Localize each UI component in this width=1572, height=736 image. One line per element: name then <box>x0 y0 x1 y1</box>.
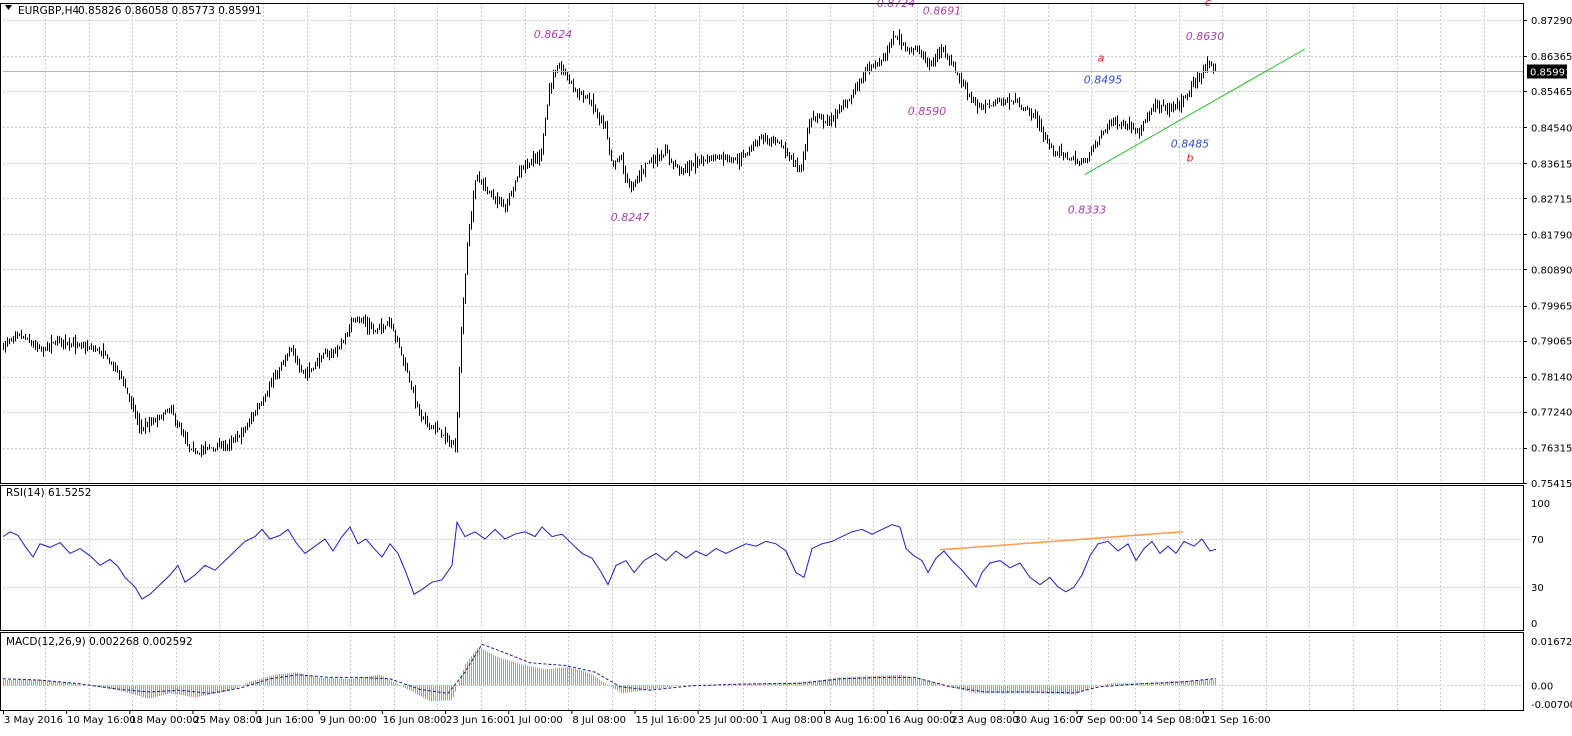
price-annotation: c <box>1205 0 1211 9</box>
date-tick-label: 8 Aug 16:00 <box>825 715 886 726</box>
date-tick-label: 25 Jul 00:00 <box>699 715 759 726</box>
price-tick-label: 0.79065 <box>1531 337 1572 348</box>
price-annotation: 0.8630 <box>1186 30 1225 43</box>
rsi-label: RSI(14) 61.5252 <box>6 487 91 499</box>
symbol-label: EURGBP,H4 <box>18 5 80 17</box>
date-tick-label: 16 Aug 00:00 <box>888 715 955 726</box>
price-tick-label: 0.84540 <box>1531 123 1572 134</box>
current-price-box <box>1527 64 1567 79</box>
price-tick-label: 0.78140 <box>1531 373 1572 384</box>
price-tick-label: 0.77240 <box>1531 408 1572 419</box>
date-tick-label: 30 Aug 16:00 <box>1014 715 1081 726</box>
rsi-tick-label: 0 <box>1531 619 1537 630</box>
date-tick-label: 1 Jul 00:00 <box>509 715 563 726</box>
price-tick-label: 0.82715 <box>1531 194 1572 205</box>
macd-tick-label: 0.016727 <box>1531 637 1572 648</box>
price-tick-label: 0.85465 <box>1531 87 1572 98</box>
date-tick-label: 25 May 08:00 <box>193 715 262 726</box>
panel-frame <box>0 3 1524 484</box>
current-price-label: 0.85991 <box>1530 68 1571 79</box>
price-annotation: 0.8724 <box>877 0 916 10</box>
ohlc-label: 0.85826 0.86058 0.85773 0.85991 <box>78 5 262 17</box>
trend-line[interactable] <box>1084 48 1306 175</box>
price-annotation: a <box>1098 51 1105 64</box>
rsi-divergence-line[interactable] <box>939 531 1184 551</box>
rsi-tick-label: 30 <box>1531 583 1544 594</box>
price-annotation: 0.8247 <box>611 211 650 224</box>
date-tick-label: 16 Jun 08:00 <box>383 715 447 726</box>
price-tick-label: 0.86365 <box>1531 52 1572 63</box>
price-tick-label: 0.80890 <box>1531 266 1572 277</box>
date-tick-label: 14 Sep 08:00 <box>1141 715 1208 726</box>
panel-frame <box>0 632 1524 711</box>
macd-tick-label: -0.007006 <box>1531 700 1572 711</box>
date-tick-label: 21 Sep 16:00 <box>1204 715 1271 726</box>
rsi-tick-label: 70 <box>1531 535 1544 546</box>
date-tick-label: 1 Jun 16:00 <box>257 715 314 726</box>
date-tick-label: 18 May 00:00 <box>130 715 199 726</box>
price-tick-label: 0.81790 <box>1531 230 1572 241</box>
date-tick-label: 7 Sep 00:00 <box>1078 715 1138 726</box>
date-tick-label: 8 Jul 08:00 <box>572 715 626 726</box>
date-tick-label: 9 Jun 00:00 <box>320 715 377 726</box>
rsi-tick-label: 100 <box>1531 499 1550 510</box>
date-tick-label: 10 May 16:00 <box>67 715 136 726</box>
date-tick-label: 23 Aug 08:00 <box>951 715 1018 726</box>
macd-tick-label: 0.00 <box>1531 681 1553 692</box>
price-tick-label: 0.79965 <box>1531 302 1572 313</box>
price-annotation: 0.8495 <box>1084 73 1123 86</box>
date-tick-label: 15 Jul 16:00 <box>636 715 696 726</box>
price-annotation: b <box>1187 152 1194 165</box>
price-tick-label: 0.87290 <box>1531 16 1572 27</box>
date-tick-label: 1 Aug 08:00 <box>762 715 823 726</box>
date-tick-label: 23 Jun 16:00 <box>446 715 510 726</box>
date-tick-label: 3 May 2016 <box>4 715 63 726</box>
price-tick-label: 0.75415 <box>1531 479 1572 490</box>
macd-label: MACD(12,26,9) 0.002268 0.002592 <box>6 636 193 648</box>
price-annotation: 0.8624 <box>534 28 573 41</box>
price-annotation: 0.8485 <box>1171 138 1210 151</box>
rsi-line <box>2 520 1217 600</box>
price-annotation: 0.8691 <box>923 5 962 18</box>
macd-signal-line <box>2 643 1217 694</box>
price-tick-label: 0.76315 <box>1531 444 1572 455</box>
panel-frame <box>0 485 1524 631</box>
collapse-triangle-icon[interactable] <box>5 5 12 10</box>
price-annotation: 0.8333 <box>1068 203 1107 216</box>
price-annotation: 0.8590 <box>908 105 947 118</box>
price-tick-label: 0.83615 <box>1531 159 1572 170</box>
